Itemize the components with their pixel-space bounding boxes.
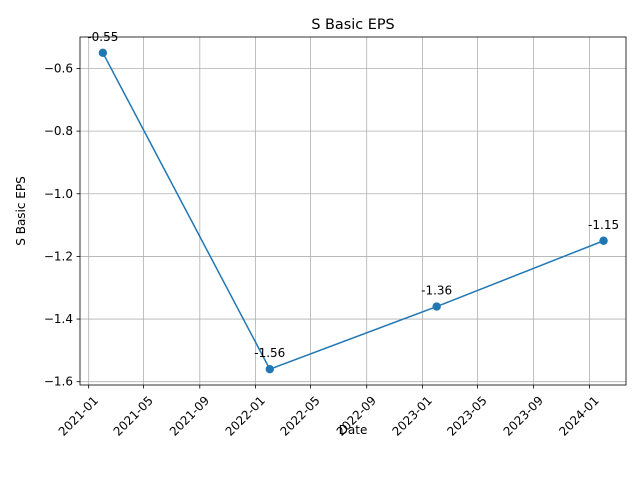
plot-area-frame [79,36,627,386]
data-label: -1.36 [421,284,452,298]
data-point [265,364,274,374]
data-label: -1.56 [254,346,285,360]
series-line [102,52,604,371]
data-point [599,236,608,245]
x-axis-label: Date [339,423,368,437]
series-layer [98,48,608,374]
y-tick-label: −0.8 [44,124,73,138]
chart-title: S Basic EPS [311,17,394,33]
y-tick-label: −1.2 [44,249,73,263]
grid [80,37,626,385]
y-tick-label: −1.0 [44,187,73,201]
data-point [98,48,108,58]
y-tick-label: −0.6 [44,61,73,75]
data-label: -1.15 [588,218,619,232]
y-tick-label: −1.6 [44,375,73,389]
y-axis-label: S Basic EPS [14,176,28,245]
y-tick-label: −1.4 [44,312,73,326]
data-point [432,302,441,311]
